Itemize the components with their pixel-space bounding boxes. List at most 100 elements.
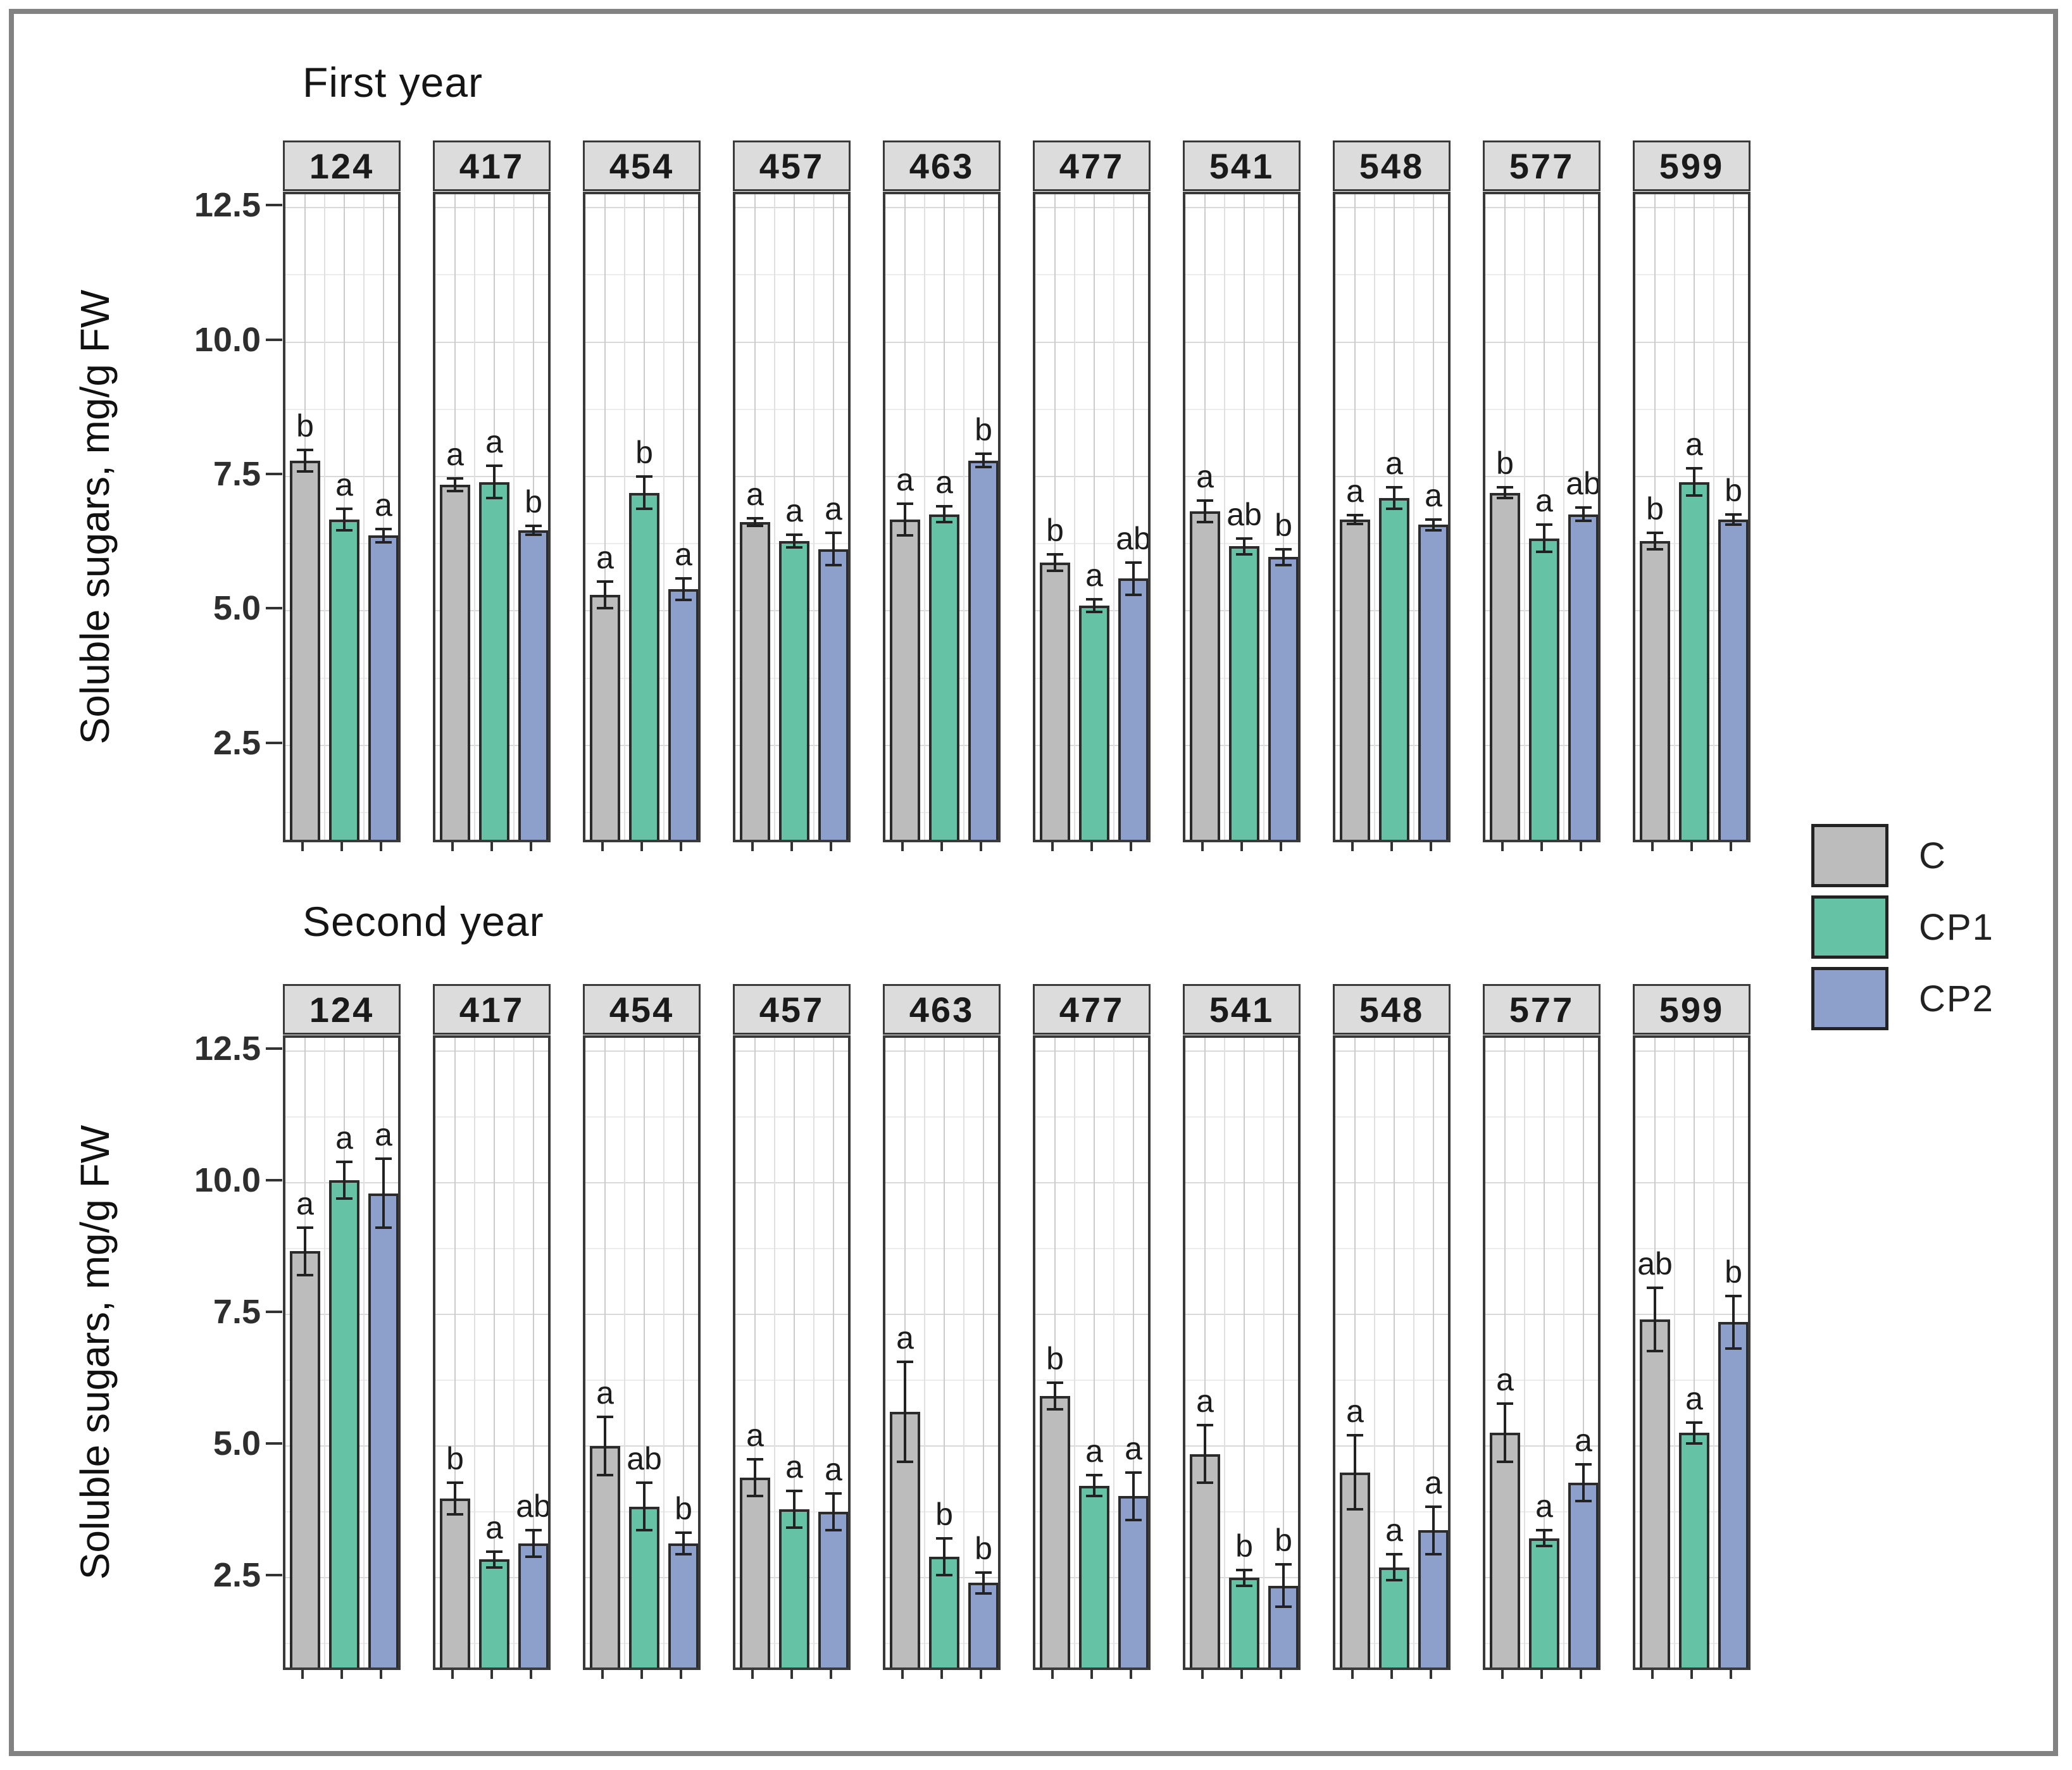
sig-letter-CP2: b bbox=[1275, 507, 1292, 543]
gridline-vertical bbox=[1244, 194, 1245, 840]
gridline-vertical-minor bbox=[1413, 1038, 1414, 1667]
gridline-minor bbox=[585, 1116, 698, 1118]
error-bar-CP1 bbox=[1393, 487, 1395, 509]
gridline-major bbox=[285, 207, 398, 209]
facet-strip-label: 577 bbox=[1509, 989, 1575, 1030]
gridline-minor bbox=[435, 1511, 548, 1513]
sig-letter-C: a bbox=[1196, 1383, 1214, 1419]
error-bar-cap bbox=[297, 1226, 313, 1229]
gridline-minor bbox=[285, 274, 398, 276]
gridline-vertical-minor bbox=[1674, 1038, 1675, 1667]
legend-item-cp2: CP2 bbox=[1811, 967, 1994, 1030]
gridline-major bbox=[885, 1181, 998, 1183]
sig-letter-C: b bbox=[1496, 446, 1514, 482]
bar-CP1 bbox=[1529, 1538, 1559, 1667]
gridline-major bbox=[1485, 207, 1598, 209]
gridline-vertical-minor bbox=[774, 1038, 775, 1667]
y-tick-label: 7.5 bbox=[213, 455, 261, 494]
bar-C bbox=[290, 460, 320, 840]
gridline-vertical-minor bbox=[963, 1038, 964, 1667]
bar-CP1 bbox=[929, 1556, 959, 1667]
facet-strip-label: 477 bbox=[1059, 989, 1125, 1030]
chart-title-first-year: First year bbox=[303, 59, 484, 106]
error-bar-CP2 bbox=[682, 578, 685, 601]
error-bar-CP1 bbox=[1693, 468, 1695, 495]
error-bar-cap bbox=[936, 521, 952, 524]
facet-strip-label: 548 bbox=[1359, 146, 1425, 186]
gridline-major bbox=[1485, 476, 1598, 478]
gridline-major bbox=[1185, 476, 1298, 478]
gridline-minor bbox=[1035, 543, 1148, 545]
error-bar-cap bbox=[1047, 1381, 1063, 1385]
gridline-minor bbox=[735, 1247, 848, 1249]
error-bar-cap bbox=[597, 1416, 613, 1419]
bar-CP1 bbox=[1529, 538, 1559, 840]
error-bar-CP1 bbox=[1393, 1554, 1395, 1581]
gridline-vertical bbox=[683, 194, 684, 840]
gridline-vertical-minor bbox=[1524, 194, 1525, 840]
error-bar-cap bbox=[1647, 547, 1663, 551]
error-bar-CP2 bbox=[1432, 1506, 1435, 1554]
gridline-minor bbox=[1185, 1116, 1298, 1118]
gridline-vertical bbox=[944, 1038, 945, 1667]
error-bar-CP2 bbox=[982, 454, 985, 467]
gridline-major bbox=[1185, 207, 1298, 209]
facet-strip-599: 599 bbox=[1633, 140, 1751, 191]
error-bar-C bbox=[454, 1483, 456, 1515]
error-bar-cap bbox=[1425, 1505, 1442, 1508]
bar-C bbox=[1040, 562, 1070, 840]
gridline-minor bbox=[1335, 274, 1448, 276]
gridline-major bbox=[1635, 207, 1748, 209]
x-tick-mark bbox=[601, 842, 604, 851]
chart-title-second-year: Second year bbox=[303, 898, 544, 945]
gridline-vertical bbox=[1433, 194, 1434, 840]
error-bar-cap bbox=[486, 1550, 502, 1553]
facet-strip-463: 463 bbox=[883, 984, 1001, 1035]
sig-letter-CP1: b bbox=[935, 1496, 953, 1532]
x-tick-mark bbox=[1580, 842, 1582, 851]
error-bar-cap bbox=[375, 528, 392, 531]
gridline-vertical bbox=[1054, 1038, 1056, 1667]
error-bar-cap bbox=[597, 607, 613, 610]
gridline-major bbox=[885, 207, 998, 209]
x-tick-mark bbox=[790, 1670, 793, 1679]
y-tick-mark bbox=[266, 338, 282, 341]
y-tick-mark bbox=[266, 1047, 282, 1050]
gridline-major bbox=[885, 1445, 998, 1447]
facet-panel-599: ab a b bbox=[1633, 1035, 1751, 1670]
bar-CP1 bbox=[929, 514, 959, 840]
error-bar-cap bbox=[375, 1226, 392, 1229]
error-bar-CP1 bbox=[1693, 1422, 1695, 1443]
gridline-vertical bbox=[454, 1038, 456, 1667]
gridline-minor bbox=[735, 1380, 848, 1381]
error-bar-cap bbox=[975, 1592, 992, 1595]
gridline-vertical bbox=[1204, 1038, 1206, 1667]
error-bar-cap bbox=[1275, 564, 1292, 567]
error-bar-cap bbox=[1236, 1584, 1252, 1587]
facet-strip-label: 457 bbox=[759, 989, 825, 1030]
gridline-major bbox=[1185, 1313, 1298, 1315]
gridline-minor bbox=[1335, 1511, 1448, 1513]
x-tick-mark bbox=[1051, 842, 1054, 851]
error-bar-cap bbox=[447, 489, 463, 492]
x-tick-mark bbox=[1130, 1670, 1132, 1679]
error-bar-C bbox=[754, 518, 756, 527]
sig-letter-CP2: b bbox=[1275, 1523, 1292, 1559]
error-bar-cap bbox=[1386, 1552, 1402, 1555]
sig-letter-C: a bbox=[1496, 1362, 1514, 1398]
bar-CP1 bbox=[1079, 1485, 1109, 1667]
x-tick-mark bbox=[1051, 1670, 1054, 1679]
gridline-vertical-minor bbox=[1713, 1038, 1714, 1667]
bar-CP1 bbox=[1079, 605, 1109, 840]
facet-panel-454: a ab b bbox=[583, 1035, 701, 1670]
sig-letter-CP1: a bbox=[1385, 1512, 1403, 1548]
error-bar-C bbox=[304, 1227, 306, 1275]
error-bar-cap bbox=[1347, 1507, 1363, 1511]
gridline-minor bbox=[1635, 1380, 1748, 1381]
error-bar-cap bbox=[336, 528, 353, 532]
error-bar-C bbox=[304, 449, 306, 471]
error-bar-C bbox=[1354, 1435, 1356, 1509]
gridline-vertical-minor bbox=[1113, 194, 1114, 840]
